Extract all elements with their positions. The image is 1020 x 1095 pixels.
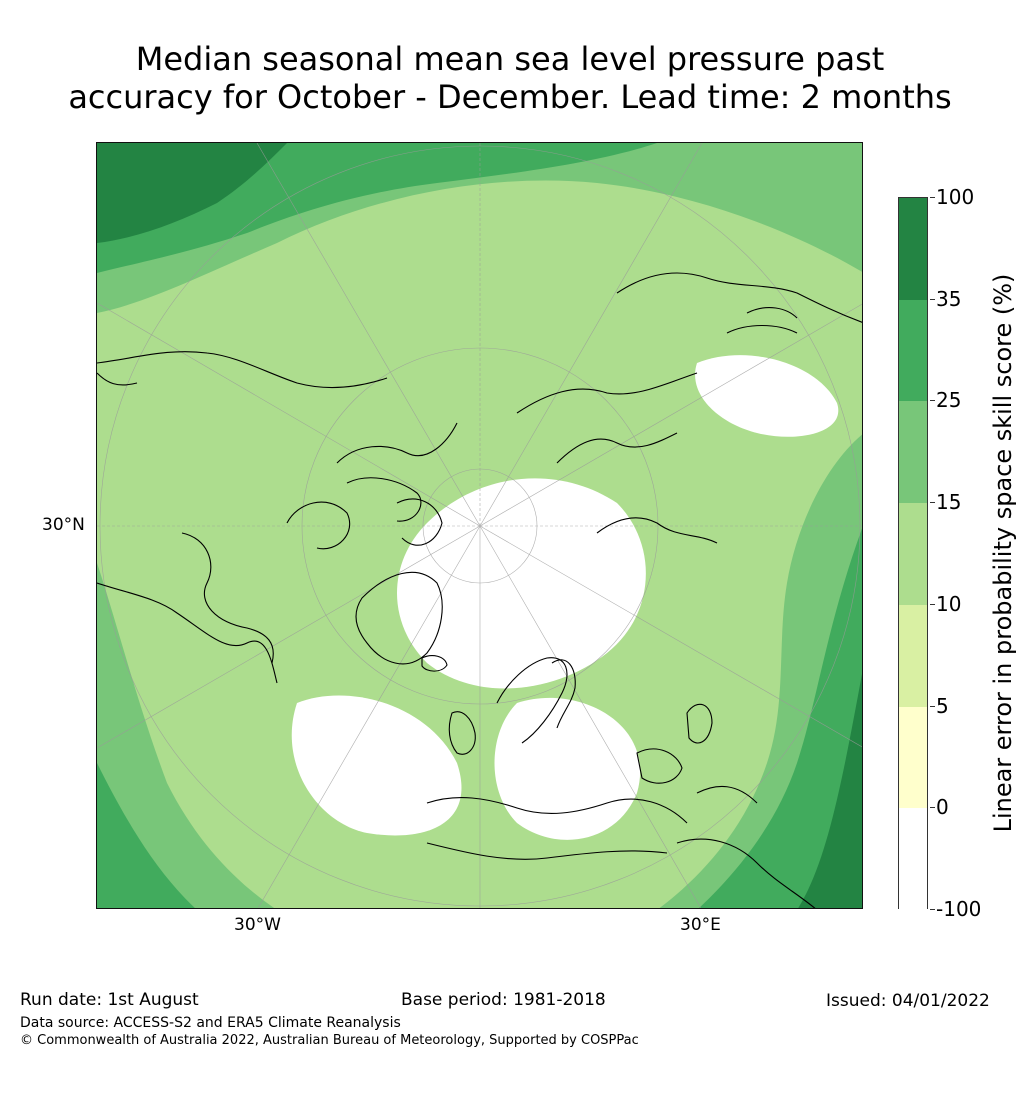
lon-label-30e: 30°E bbox=[680, 915, 721, 935]
chart-title: Median seasonal mean sea level pressure … bbox=[0, 40, 1020, 116]
colorbar-tick-label: 100 bbox=[936, 185, 975, 209]
colorbar-tick-label: 5 bbox=[936, 693, 949, 718]
colorbar-tick bbox=[930, 807, 935, 809]
colorbar-tick bbox=[930, 502, 935, 504]
title-line-1: Median seasonal mean sea level pressure … bbox=[135, 40, 885, 78]
title-line-2: accuracy for October - December. Lead ti… bbox=[68, 78, 952, 116]
colorbar-tick-label: 25 bbox=[936, 388, 962, 413]
colorbar-segment bbox=[899, 401, 927, 504]
colorbar-tick-label: 10 bbox=[936, 591, 962, 616]
colorbar-tick-label: -100 bbox=[936, 897, 982, 921]
colorbar-tick bbox=[930, 909, 935, 910]
colorbar-tick-label: 15 bbox=[936, 490, 962, 515]
base-period: Base period: 1981-2018 bbox=[401, 990, 606, 1010]
coastlines bbox=[97, 272, 862, 908]
colorbar-tick-label: 35 bbox=[936, 286, 962, 311]
colorbar-segment bbox=[899, 198, 927, 300]
colorbar-segment bbox=[899, 299, 927, 402]
colorbar-tick bbox=[930, 400, 935, 402]
colorbar-segment bbox=[899, 604, 927, 707]
colorbar-title: Linear error in probability space skill … bbox=[989, 273, 1017, 833]
colorbar-tick bbox=[930, 705, 935, 707]
issued-date: Issued: 04/01/2022 bbox=[826, 991, 990, 1011]
colorbar-tick bbox=[930, 298, 935, 300]
colorbar bbox=[898, 197, 928, 910]
colorbar-tick bbox=[930, 197, 935, 198]
lat-label-30n: 30°N bbox=[42, 515, 85, 535]
colorbar-tick-label: 0 bbox=[936, 795, 949, 820]
run-date: Run date: 1st August bbox=[20, 990, 199, 1010]
colorbar-segment bbox=[899, 808, 927, 910]
lon-label-30w: 30°W bbox=[234, 915, 281, 935]
polar-map bbox=[96, 142, 863, 909]
copyright: © Commonwealth of Australia 2022, Austra… bbox=[20, 1033, 639, 1048]
data-source: Data source: ACCESS-S2 and ERA5 Climate … bbox=[20, 1015, 401, 1031]
map-svg bbox=[97, 143, 862, 908]
skill-band-35-100 bbox=[97, 143, 287, 243]
graticule bbox=[97, 143, 862, 908]
colorbar-segment bbox=[899, 706, 927, 809]
colorbar-segment bbox=[899, 503, 927, 605]
colorbar-tick bbox=[930, 603, 935, 605]
